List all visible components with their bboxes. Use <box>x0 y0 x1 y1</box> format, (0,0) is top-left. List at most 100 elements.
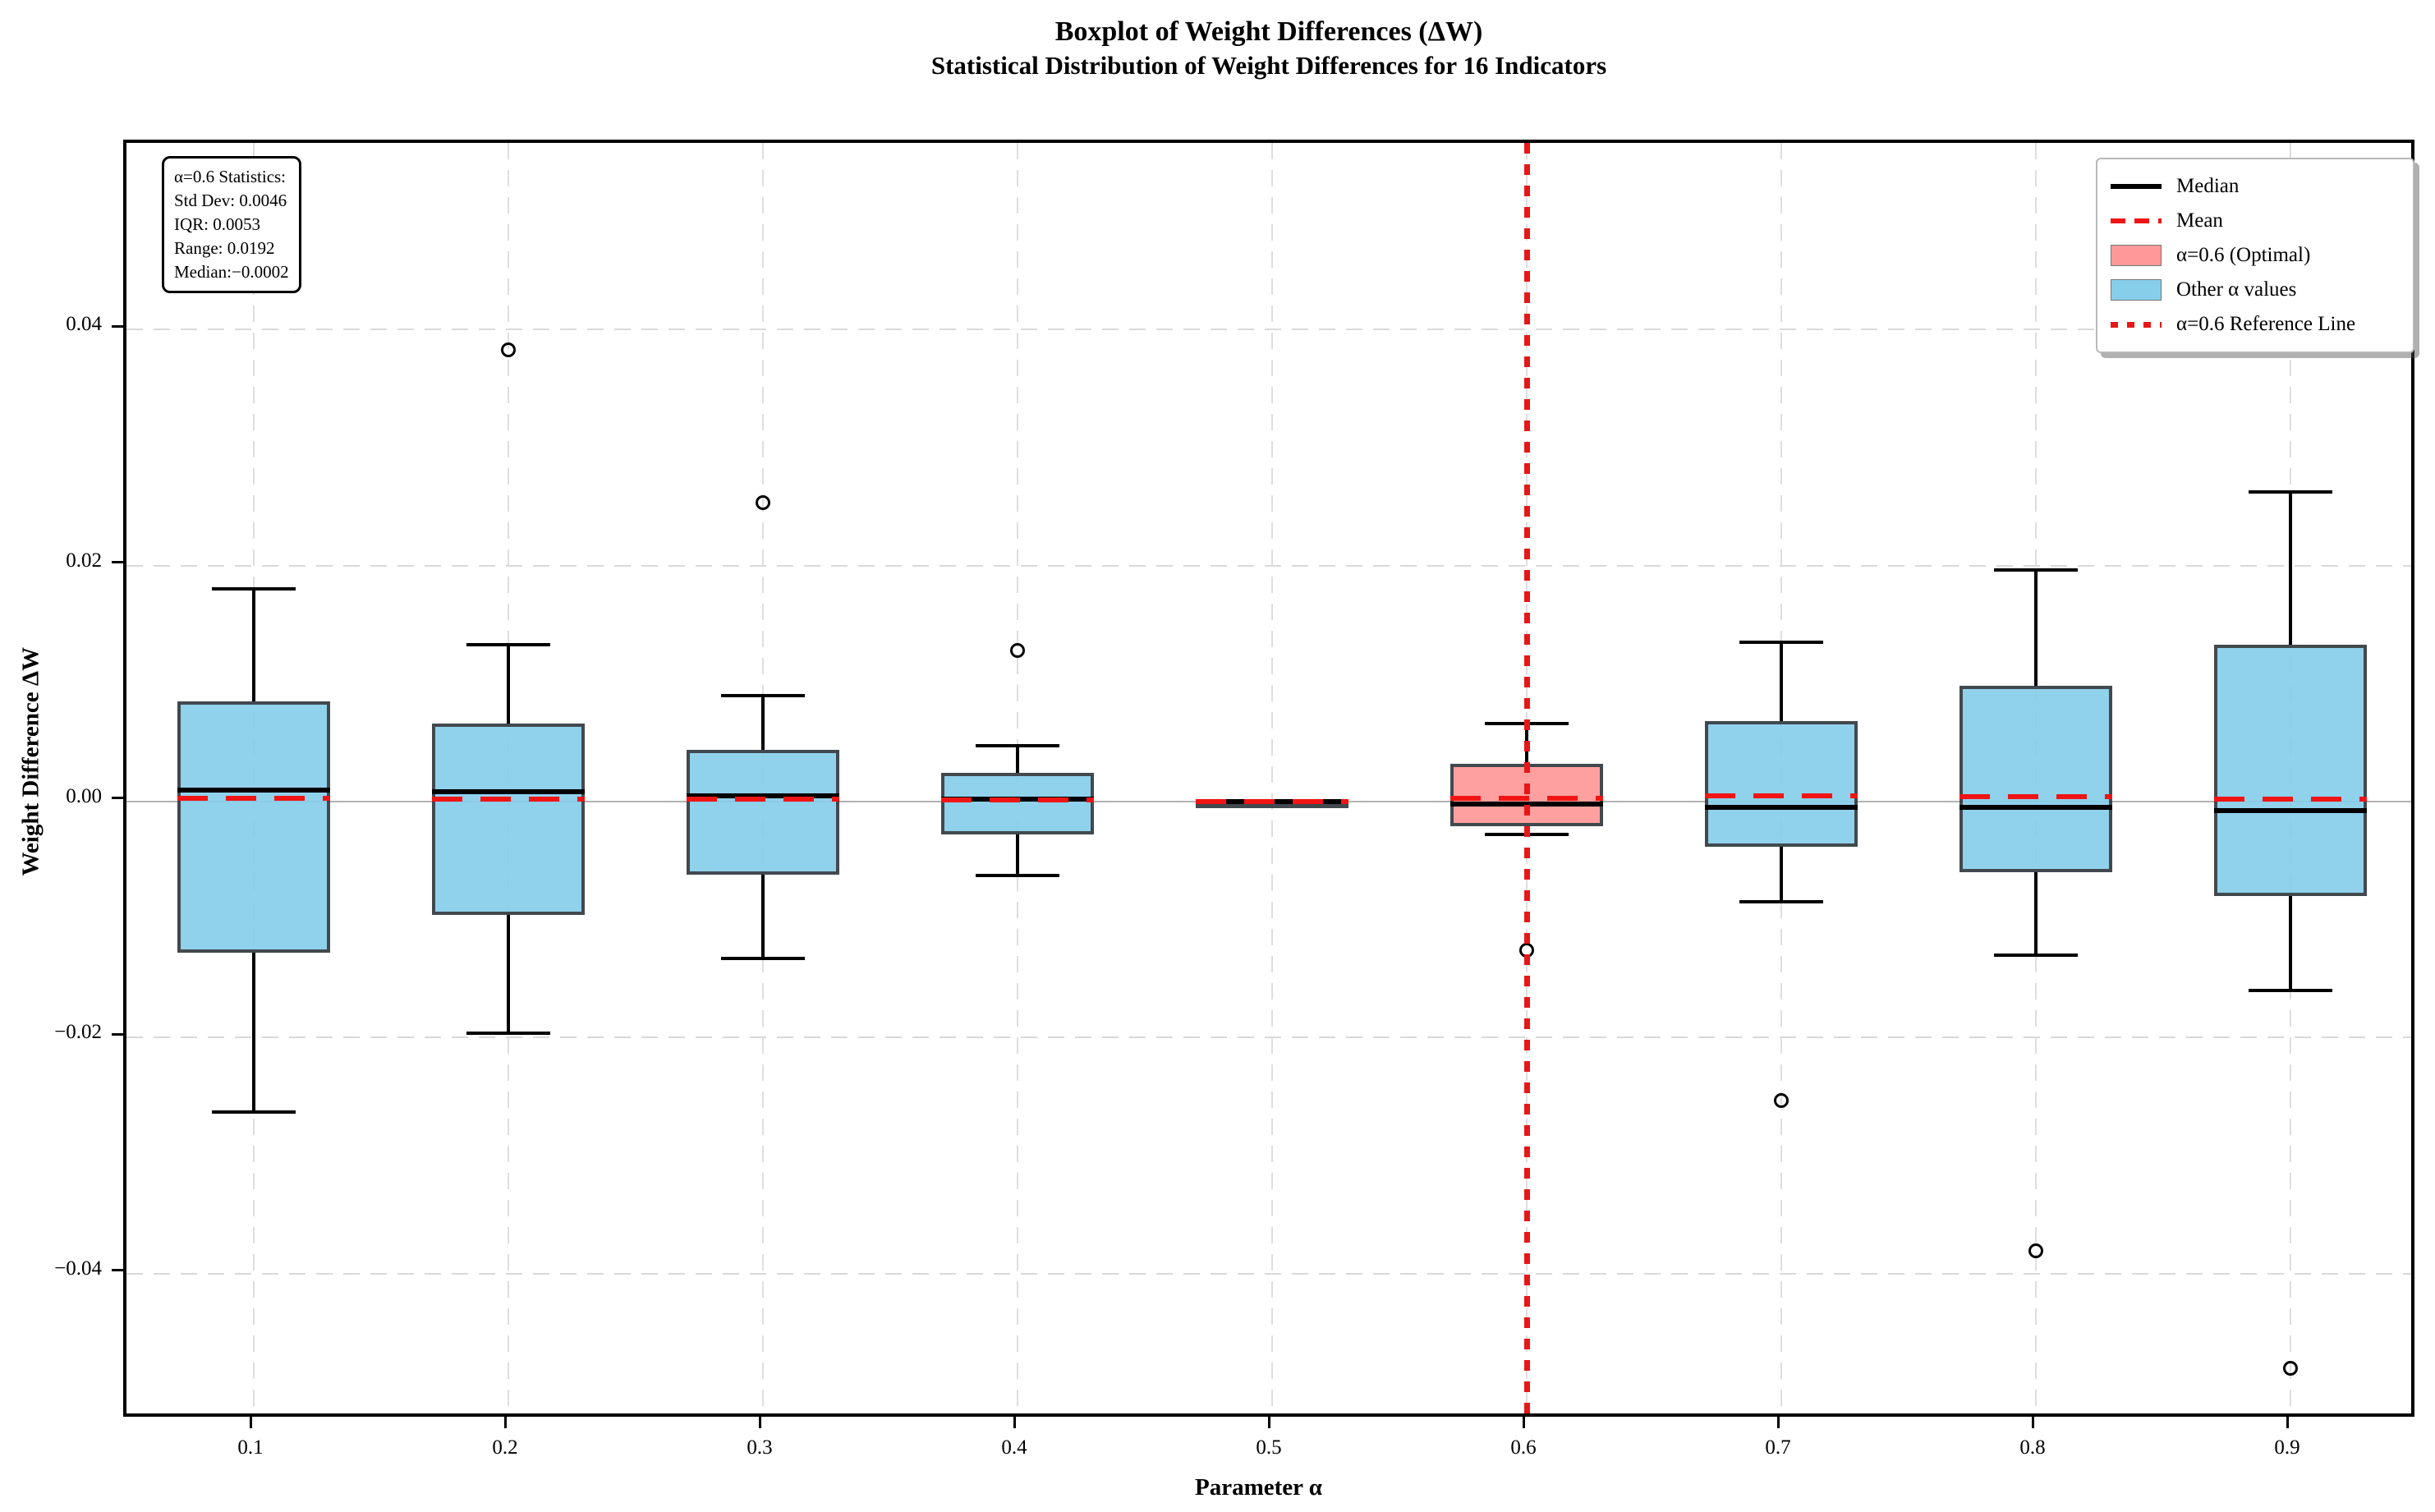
outlier-point <box>501 342 516 357</box>
stats-line: IQR: 0.0053 <box>174 214 260 234</box>
whisker-upper <box>2289 492 2292 645</box>
outlier-point <box>2028 1243 2043 1259</box>
whisker-lower <box>1016 834 1019 876</box>
dotted-line-swatch <box>2111 321 2162 328</box>
legend-item-label: Mean <box>2176 209 2223 232</box>
legend-item-label: α=0.6 Reference Line <box>2176 313 2356 335</box>
x-tick-mark <box>758 1417 761 1428</box>
legend-item: Mean <box>2111 204 2400 238</box>
y-axis-label: Weight Difference ΔW <box>17 646 44 875</box>
y-tick-label: −0.04 <box>54 1257 102 1280</box>
stats-line: Median:−0.0002 <box>174 261 289 282</box>
whisker-cap-upper <box>1739 640 1824 644</box>
x-tick-mark <box>249 1417 252 1428</box>
x-axis-label: Parameter α <box>1195 1474 1322 1501</box>
whisker-lower <box>252 952 255 1112</box>
box-0.7 <box>1705 721 1858 847</box>
patch-swatch <box>2111 245 2162 266</box>
whisker-upper <box>1780 641 1783 722</box>
mean-line <box>941 797 1094 803</box>
horizontal-gridline <box>126 1272 2411 1275</box>
chart-subtitle: Statistical Distribution of Weight Diffe… <box>930 50 1607 80</box>
whisker-cap-lower <box>1739 900 1824 904</box>
horizontal-gridline <box>126 564 2411 567</box>
whisker-upper <box>252 589 255 701</box>
whisker-upper <box>2034 570 2038 687</box>
median-line <box>2214 808 2367 814</box>
x-tick-mark <box>2031 1417 2034 1428</box>
whisker-cap-lower <box>1993 953 2079 957</box>
median-line <box>177 787 330 793</box>
stats-annotation-box: α=0.6 Statistics: Std Dev: 0.0046 IQR: 0.0… <box>162 156 301 293</box>
legend-item-label: Other α values <box>2176 278 2297 301</box>
horizontal-gridline <box>126 1036 2411 1039</box>
legend-item-label: Median <box>2176 175 2240 197</box>
x-tick-label: 0.5 <box>1256 1436 1282 1459</box>
outlier-point <box>756 495 770 511</box>
x-tick-label: 0.2 <box>492 1436 518 1459</box>
whisker-cap-upper <box>211 587 296 591</box>
y-tick-label: 0.02 <box>66 549 102 572</box>
x-tick-label: 0.9 <box>2274 1436 2300 1459</box>
stats-line: α=0.6 Statistics: <box>174 167 287 186</box>
x-tick-mark <box>1267 1417 1270 1428</box>
y-tick-label: −0.02 <box>54 1021 102 1044</box>
whisker-lower <box>1780 846 1783 903</box>
outlier-point <box>1774 1092 1789 1108</box>
whisker-lower <box>2289 895 2292 990</box>
whisker-lower <box>2034 872 2038 955</box>
x-tick-mark <box>1522 1417 1525 1428</box>
y-tick-mark <box>112 324 123 328</box>
legend-item: Median <box>2111 169 2400 204</box>
y-tick-mark <box>112 797 123 800</box>
x-tick-label: 0.6 <box>1510 1436 1537 1459</box>
mean-line <box>1196 798 1348 804</box>
reference-line <box>1523 143 1530 1413</box>
x-tick-mark <box>1776 1417 1780 1428</box>
x-tick-mark <box>503 1417 507 1428</box>
legend: Median Mean α=0.6 (Optimal) Other α values α… <box>2096 158 2414 353</box>
x-tick-mark <box>2286 1417 2289 1428</box>
whisker-cap-lower <box>211 1110 296 1114</box>
outlier-point <box>2283 1360 2298 1376</box>
whisker-cap-upper <box>975 744 1060 748</box>
whisker-upper <box>761 695 765 750</box>
y-tick-mark <box>112 1032 123 1036</box>
whisker-upper <box>1016 746 1019 774</box>
whisker-cap-upper <box>466 642 551 646</box>
median-line <box>432 789 585 795</box>
horizontal-gridline <box>126 329 2411 331</box>
chart-title-block: Boxplot of Weight Differences (ΔW) Stati… <box>123 15 2414 81</box>
x-tick-mark <box>1013 1417 1016 1428</box>
box-0.8 <box>1959 686 2112 873</box>
whisker-lower <box>507 914 510 1033</box>
y-tick-mark <box>112 561 123 563</box>
x-tick-label: 0.8 <box>2019 1436 2046 1459</box>
y-tick-label: 0.04 <box>66 313 102 336</box>
whisker-cap-upper <box>1993 568 2079 572</box>
plot-area <box>123 140 2414 1417</box>
whisker-cap-upper <box>720 693 806 697</box>
box-0.9 <box>2214 644 2367 896</box>
median-line <box>1959 805 2112 811</box>
mean-line <box>687 797 839 802</box>
y-tick-label: 0.00 <box>66 784 102 807</box>
legend-item-label: α=0.6 (Optimal) <box>2176 244 2311 266</box>
y-tick-mark <box>112 1269 123 1272</box>
whisker-cap-lower <box>975 874 1060 878</box>
x-tick-label: 0.4 <box>1001 1436 1027 1459</box>
mean-line <box>432 797 585 802</box>
median-line <box>1705 805 1858 811</box>
box-0.1 <box>177 701 330 953</box>
x-tick-label: 0.7 <box>1765 1436 1791 1459</box>
line-swatch <box>2111 184 2162 189</box>
mean-line <box>1959 794 2112 800</box>
vertical-gridline <box>1271 143 1273 1413</box>
x-tick-label: 0.1 <box>237 1436 264 1459</box>
whisker-cap-upper <box>2248 490 2333 494</box>
whisker-cap-lower <box>466 1031 551 1035</box>
stats-line: Range: 0.0192 <box>174 237 275 258</box>
box-0.3 <box>687 749 839 875</box>
legend-item: α=0.6 Reference Line <box>2111 307 2400 342</box>
